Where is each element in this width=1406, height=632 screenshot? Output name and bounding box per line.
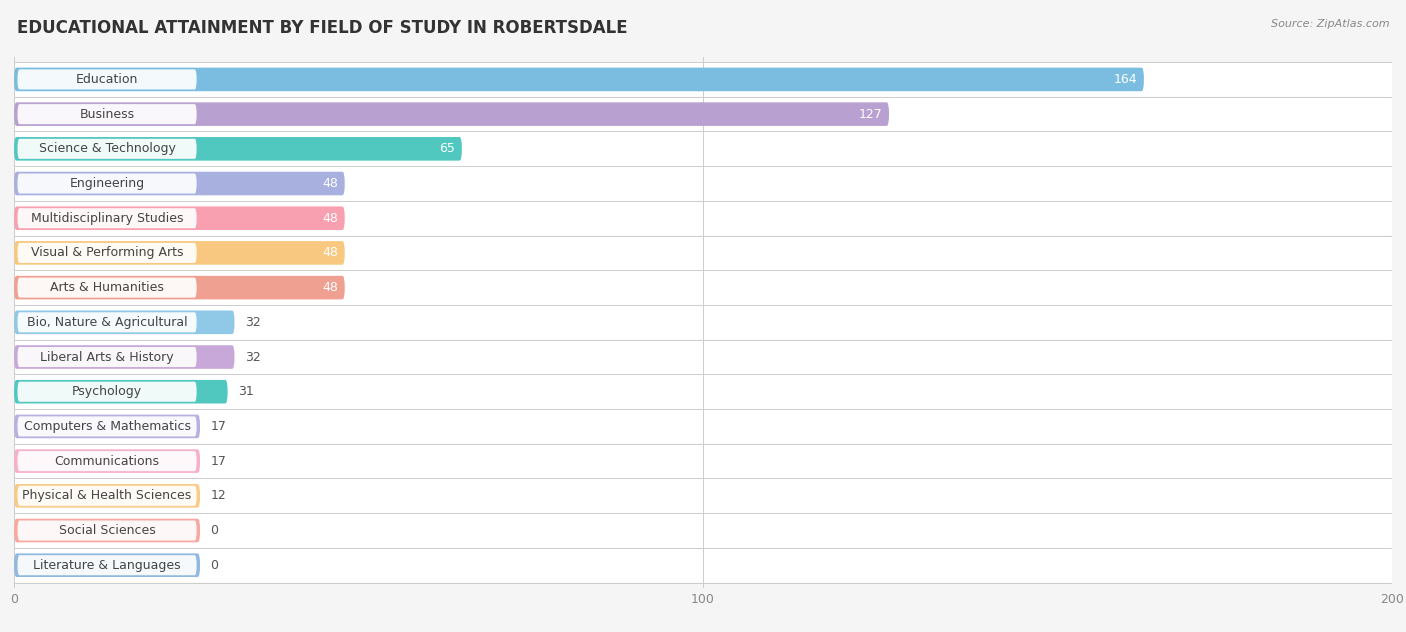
Text: 48: 48 [322, 246, 337, 259]
FancyBboxPatch shape [14, 62, 1392, 97]
FancyBboxPatch shape [14, 478, 1392, 513]
Text: 0: 0 [211, 559, 218, 572]
Text: 127: 127 [859, 107, 882, 121]
Text: Bio, Nature & Agricultural: Bio, Nature & Agricultural [27, 316, 187, 329]
FancyBboxPatch shape [14, 241, 344, 265]
FancyBboxPatch shape [14, 484, 200, 507]
Text: 17: 17 [211, 420, 226, 433]
FancyBboxPatch shape [14, 513, 1392, 548]
FancyBboxPatch shape [14, 137, 463, 161]
FancyBboxPatch shape [14, 339, 1392, 374]
FancyBboxPatch shape [14, 444, 1392, 478]
Text: Physical & Health Sciences: Physical & Health Sciences [22, 489, 191, 502]
Text: Visual & Performing Arts: Visual & Performing Arts [31, 246, 183, 259]
FancyBboxPatch shape [14, 310, 235, 334]
Text: Liberal Arts & History: Liberal Arts & History [41, 351, 174, 363]
FancyBboxPatch shape [14, 345, 235, 369]
FancyBboxPatch shape [14, 374, 1392, 409]
FancyBboxPatch shape [14, 166, 1392, 201]
Text: EDUCATIONAL ATTAINMENT BY FIELD OF STUDY IN ROBERTSDALE: EDUCATIONAL ATTAINMENT BY FIELD OF STUDY… [17, 19, 627, 37]
Text: 17: 17 [211, 454, 226, 468]
FancyBboxPatch shape [17, 70, 197, 90]
FancyBboxPatch shape [17, 174, 197, 193]
FancyBboxPatch shape [14, 270, 1392, 305]
Text: Science & Technology: Science & Technology [38, 142, 176, 155]
FancyBboxPatch shape [17, 277, 197, 298]
Text: 31: 31 [238, 386, 253, 398]
Text: Engineering: Engineering [69, 177, 145, 190]
FancyBboxPatch shape [17, 451, 197, 471]
Text: Source: ZipAtlas.com: Source: ZipAtlas.com [1271, 19, 1389, 29]
Text: Arts & Humanities: Arts & Humanities [51, 281, 165, 294]
FancyBboxPatch shape [14, 449, 200, 473]
Text: Computers & Mathematics: Computers & Mathematics [24, 420, 191, 433]
FancyBboxPatch shape [17, 347, 197, 367]
FancyBboxPatch shape [17, 486, 197, 506]
Text: 32: 32 [245, 316, 260, 329]
FancyBboxPatch shape [17, 243, 197, 263]
FancyBboxPatch shape [14, 236, 1392, 270]
Text: 48: 48 [322, 281, 337, 294]
FancyBboxPatch shape [17, 312, 197, 332]
FancyBboxPatch shape [14, 68, 1144, 91]
FancyBboxPatch shape [14, 380, 228, 403]
Text: 48: 48 [322, 177, 337, 190]
FancyBboxPatch shape [17, 555, 197, 575]
FancyBboxPatch shape [17, 104, 197, 124]
FancyBboxPatch shape [14, 276, 344, 300]
FancyBboxPatch shape [17, 139, 197, 159]
FancyBboxPatch shape [14, 305, 1392, 339]
Text: 12: 12 [211, 489, 226, 502]
FancyBboxPatch shape [17, 521, 197, 540]
Text: 65: 65 [439, 142, 456, 155]
FancyBboxPatch shape [14, 554, 200, 577]
Text: 0: 0 [211, 524, 218, 537]
Text: 32: 32 [245, 351, 260, 363]
Text: Social Sciences: Social Sciences [59, 524, 156, 537]
FancyBboxPatch shape [17, 382, 197, 402]
FancyBboxPatch shape [14, 102, 889, 126]
FancyBboxPatch shape [14, 415, 200, 438]
Text: Business: Business [80, 107, 135, 121]
Text: Literature & Languages: Literature & Languages [34, 559, 181, 572]
FancyBboxPatch shape [14, 97, 1392, 131]
FancyBboxPatch shape [14, 201, 1392, 236]
Text: Multidisciplinary Studies: Multidisciplinary Studies [31, 212, 183, 225]
Text: 48: 48 [322, 212, 337, 225]
FancyBboxPatch shape [14, 207, 344, 230]
FancyBboxPatch shape [14, 172, 344, 195]
FancyBboxPatch shape [17, 208, 197, 228]
Text: Education: Education [76, 73, 138, 86]
FancyBboxPatch shape [14, 409, 1392, 444]
Text: Communications: Communications [55, 454, 159, 468]
Text: 164: 164 [1114, 73, 1137, 86]
FancyBboxPatch shape [14, 519, 200, 542]
Text: Psychology: Psychology [72, 386, 142, 398]
FancyBboxPatch shape [14, 548, 1392, 583]
FancyBboxPatch shape [17, 416, 197, 437]
FancyBboxPatch shape [14, 131, 1392, 166]
